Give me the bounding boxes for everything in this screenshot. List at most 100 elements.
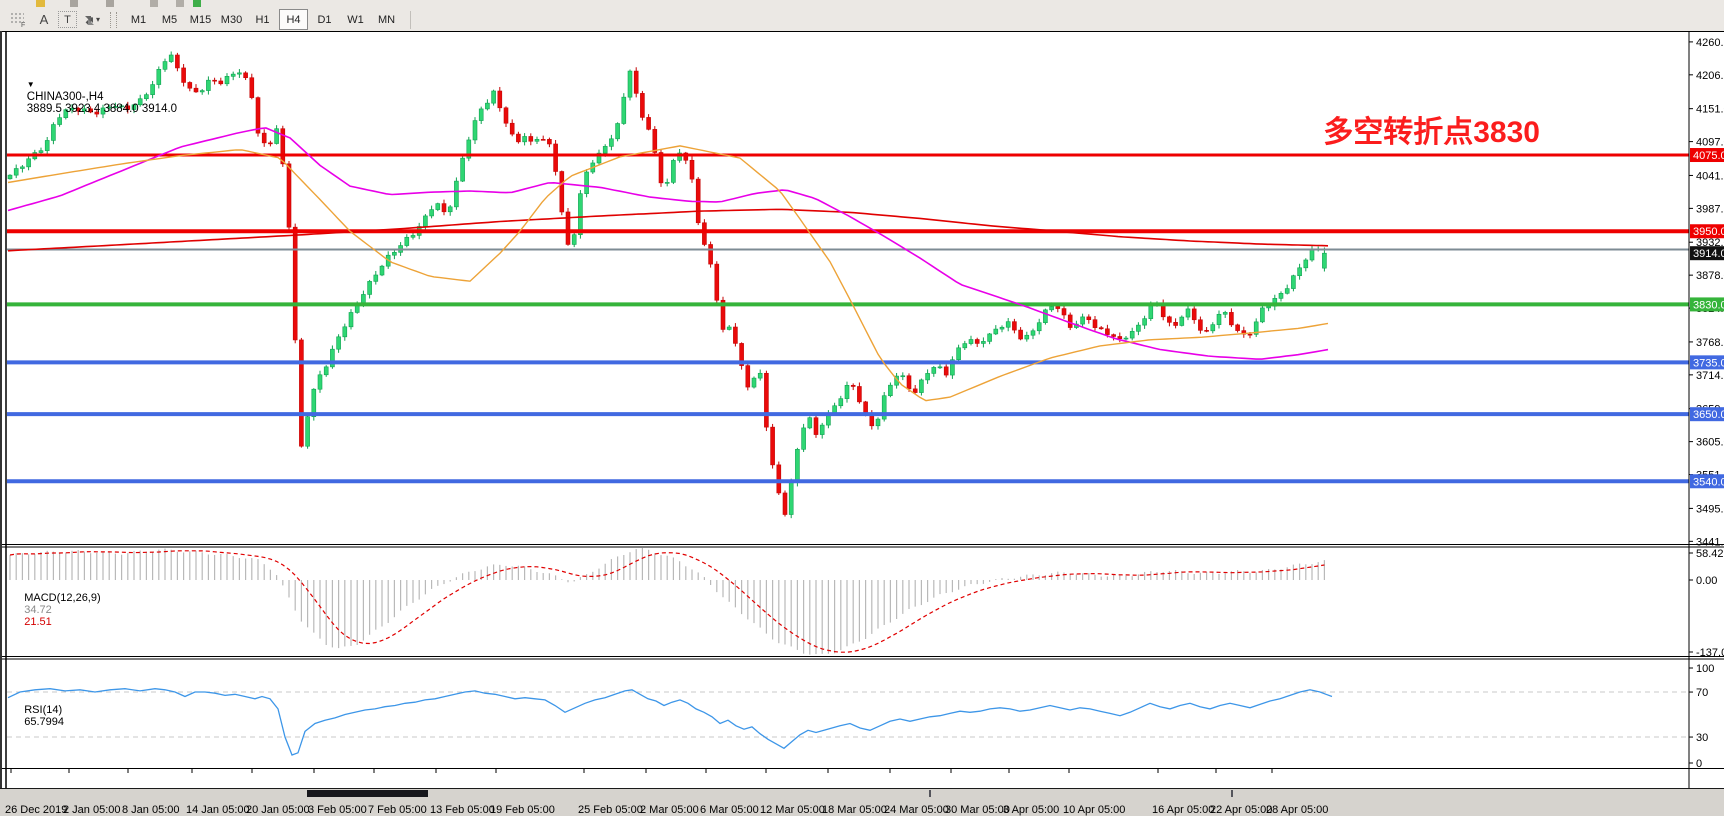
candle — [677, 152, 682, 161]
time-axis-label: 3 Apr 05:00 — [1003, 804, 1060, 816]
candle — [1111, 334, 1116, 337]
toolbar-drag-handle[interactable] — [110, 11, 117, 28]
clipped-icon-fragment — [193, 0, 201, 7]
candle — [280, 128, 286, 165]
candle — [237, 72, 242, 75]
toolbar: F A T ▾ M1 M5 M15 M30 H1 H4 D1 W1 MN — [0, 8, 1724, 32]
time-axis-label: 3 Feb 05:00 — [308, 804, 367, 816]
candle — [1297, 267, 1302, 277]
clipped-icon-fragment — [36, 0, 45, 7]
candle — [373, 274, 379, 282]
candle — [553, 143, 558, 172]
candle — [156, 69, 162, 85]
timeframe-button-m30[interactable]: M30 — [220, 13, 243, 26]
time-axis-ticks — [10, 769, 1273, 773]
time-axis-label: 20 Jan 05:00 — [246, 804, 310, 816]
candle — [323, 366, 329, 376]
candle — [559, 171, 565, 213]
candle — [844, 385, 850, 399]
chart-canvas[interactable]: 4260.54206.54151.04097.04041.53987.53932… — [0, 31, 1724, 788]
candle — [993, 328, 999, 335]
price-badge — [1690, 407, 1724, 422]
timeframe-button-h4[interactable]: H4 — [279, 9, 308, 30]
candle — [1136, 324, 1141, 332]
price-tick-label: 3878.0 — [1696, 270, 1724, 282]
timeframe-button-m5[interactable]: M5 — [161, 13, 178, 26]
candle — [100, 107, 106, 115]
timeframe-button-d1[interactable]: D1 — [317, 13, 332, 26]
candle — [299, 339, 304, 447]
candle — [13, 168, 19, 176]
price-badge — [1690, 355, 1724, 370]
macd-panel — [9, 548, 1326, 655]
timeframe-button-m15[interactable]: M15 — [189, 13, 212, 26]
candle — [137, 98, 143, 106]
candle — [757, 372, 763, 379]
candle — [1092, 319, 1098, 328]
candle — [547, 139, 552, 145]
time-axis-label: 6 Mar 05:00 — [700, 804, 759, 816]
time-axis-label: 14 Jan 05:00 — [186, 804, 250, 816]
candle — [379, 265, 385, 276]
candle — [1260, 307, 1265, 323]
candle — [900, 375, 906, 378]
candle — [206, 79, 211, 91]
candle — [342, 326, 348, 338]
candle — [788, 482, 794, 515]
timeframe-button-m1[interactable]: M1 — [130, 13, 147, 26]
candle — [1080, 316, 1085, 325]
annotation-text[interactable]: 多空转折点3830 — [1323, 116, 1540, 149]
price-badge-label: 3735.0 — [1693, 357, 1724, 369]
price-axis[interactable]: 4260.54206.54151.04097.04041.53987.53932… — [1689, 37, 1724, 770]
time-axis-label: 13 Feb 05:00 — [430, 804, 495, 816]
candle — [82, 108, 87, 112]
candle — [1049, 306, 1054, 311]
candle — [286, 163, 292, 228]
candle — [423, 215, 428, 227]
fibonacci-tool-button[interactable]: F — [6, 10, 30, 29]
candle — [912, 388, 918, 393]
candle — [1229, 312, 1234, 326]
candle — [640, 93, 645, 118]
candle — [702, 222, 707, 245]
time-axis-label: 2 Mar 05:00 — [640, 804, 699, 816]
dropdown-caret-icon: ▾ — [95, 15, 100, 24]
timeframe-button-mn[interactable]: MN — [377, 13, 396, 26]
time-axis-label: 2 Jan 05:00 — [63, 804, 121, 816]
candle — [193, 87, 199, 93]
time-axis-label: 26 Dec 2019 — [5, 804, 68, 816]
candle — [857, 386, 862, 403]
text-tool-button[interactable]: T — [58, 11, 77, 28]
candle — [671, 160, 676, 183]
macd-main-value: 34.72 — [24, 604, 52, 616]
candle — [1098, 327, 1104, 330]
candles — [7, 51, 1327, 519]
candle — [212, 79, 217, 82]
timeframe-button-h1[interactable]: H1 — [255, 13, 270, 26]
candle — [1086, 316, 1092, 321]
candle — [392, 252, 397, 256]
candle — [1018, 329, 1023, 340]
timeframe-button-w1[interactable]: W1 — [347, 13, 364, 26]
candle — [1179, 316, 1185, 326]
candle — [51, 124, 56, 141]
candle — [1253, 321, 1259, 335]
candle — [968, 339, 974, 344]
chart-title: ▼ CHINA300-,H4 3889.5 3923.4 3884.0 3914… — [14, 67, 177, 127]
candle — [795, 449, 800, 483]
price-badge — [1690, 148, 1724, 163]
candle — [311, 388, 317, 417]
candle — [633, 70, 639, 94]
docked-window-divider — [929, 790, 931, 797]
arrows-tool-button[interactable]: ▾ — [79, 10, 103, 29]
candle — [181, 67, 186, 83]
candle — [1222, 312, 1228, 315]
candle — [1123, 337, 1129, 340]
candle — [578, 193, 583, 235]
candle — [1284, 288, 1290, 294]
chart-dropdown-icon[interactable]: ▼ — [26, 80, 35, 89]
text-label-tool-button[interactable]: A — [39, 12, 49, 27]
price-badge — [1690, 297, 1724, 312]
rsi-indicator-label: RSI(14) 65.7994 — [12, 692, 64, 740]
candle — [621, 96, 627, 124]
